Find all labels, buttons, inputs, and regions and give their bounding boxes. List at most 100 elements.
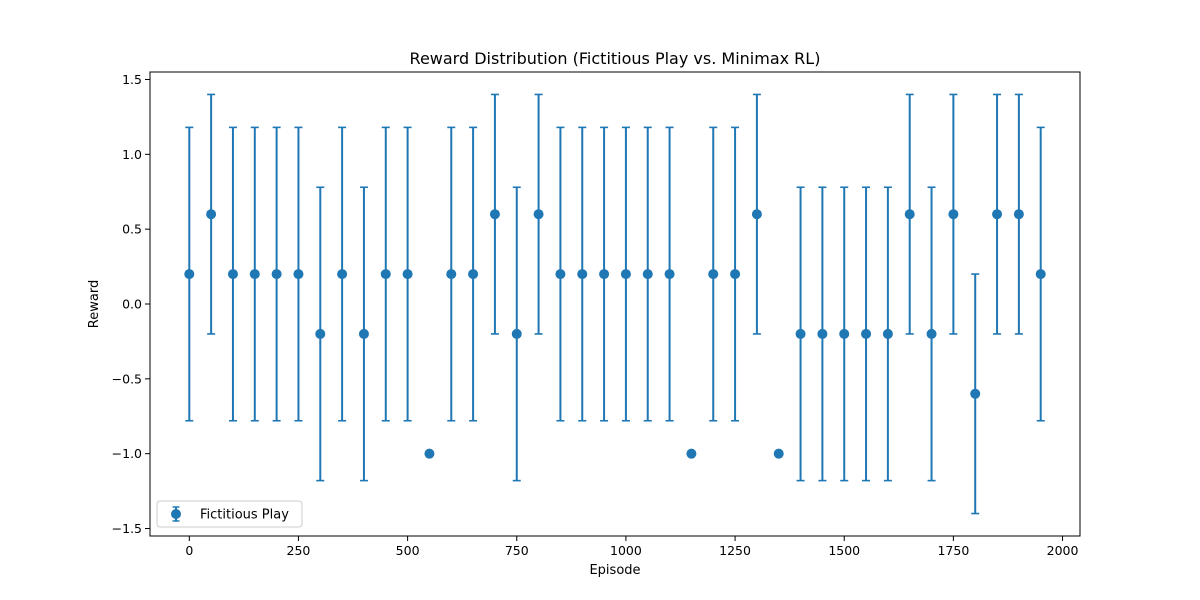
data-point-14 xyxy=(489,93,500,335)
point-marker xyxy=(424,448,435,459)
legend-box xyxy=(156,500,303,528)
data-point-26 xyxy=(751,93,762,335)
point-marker xyxy=(882,328,893,339)
point-marker xyxy=(620,269,631,280)
point-marker xyxy=(1013,209,1024,220)
point-marker xyxy=(315,328,326,339)
point-marker xyxy=(249,269,260,280)
point-marker xyxy=(926,328,937,339)
point-marker xyxy=(511,328,522,339)
y-axis-label: Reward xyxy=(87,280,102,328)
data-point-32 xyxy=(882,186,893,482)
x-tick-label: 0 xyxy=(185,543,193,558)
point-marker xyxy=(861,328,872,339)
data-point-17 xyxy=(555,126,566,422)
x-tick-label: 1000 xyxy=(610,543,642,558)
axes: 0 250 500 750 1000 1250 1500 1750 2000 −1.5 −1.0 −0… xyxy=(112,71,1081,558)
y-tick-label: −1.5 xyxy=(112,521,142,536)
legend-label: Fictitious Play xyxy=(200,508,289,523)
data-point-35 xyxy=(948,93,959,335)
data-point-5 xyxy=(293,126,304,422)
point-marker xyxy=(402,269,413,280)
point-marker xyxy=(358,328,369,339)
data-point-28 xyxy=(795,186,806,482)
point-marker xyxy=(708,269,719,280)
data-point-34 xyxy=(926,186,937,482)
x-axis-label: Episode xyxy=(589,563,640,578)
data-point-2 xyxy=(227,126,238,422)
point-marker xyxy=(468,269,479,280)
y-tick-label: −0.5 xyxy=(112,371,142,386)
data-point-16 xyxy=(533,93,544,335)
data-point-1 xyxy=(206,93,217,335)
data-point-39 xyxy=(1035,126,1046,422)
point-marker xyxy=(533,209,544,220)
point-marker xyxy=(751,209,762,220)
point-marker xyxy=(642,269,653,280)
point-marker xyxy=(555,269,566,280)
point-marker xyxy=(293,269,304,280)
point-marker xyxy=(446,269,457,280)
x-tick-label: 500 xyxy=(396,543,420,558)
point-marker xyxy=(686,448,697,459)
data-point-13 xyxy=(468,126,479,422)
point-marker xyxy=(1035,269,1046,280)
data-point-21 xyxy=(642,126,653,422)
data-point-31 xyxy=(861,186,872,482)
point-marker xyxy=(184,269,195,280)
data-point-7 xyxy=(337,126,348,422)
point-marker xyxy=(904,209,915,220)
point-marker xyxy=(489,209,500,220)
point-marker xyxy=(948,209,959,220)
point-marker xyxy=(817,328,828,339)
y-tick-label: −1.0 xyxy=(112,446,142,461)
legend-dot xyxy=(171,509,181,519)
y-tick-label: 0.5 xyxy=(122,222,142,237)
data-point-6 xyxy=(315,186,326,482)
data-point-25 xyxy=(730,126,741,422)
point-marker xyxy=(380,269,391,280)
y-tick-label: 1.5 xyxy=(122,72,142,87)
data-point-20 xyxy=(620,126,631,422)
data-point-8 xyxy=(358,186,369,482)
data-point-24 xyxy=(708,126,719,422)
data-point-3 xyxy=(249,126,260,422)
plot-area xyxy=(184,93,1046,515)
data-point-11 xyxy=(424,448,435,459)
point-marker xyxy=(773,448,784,459)
point-marker xyxy=(664,269,675,280)
point-marker xyxy=(206,209,217,220)
x-tick-label: 1250 xyxy=(719,543,751,558)
point-marker xyxy=(839,328,850,339)
data-point-30 xyxy=(839,186,850,482)
data-point-22 xyxy=(664,126,675,422)
data-point-18 xyxy=(577,126,588,422)
data-point-33 xyxy=(904,93,915,335)
legend: Fictitious Play xyxy=(156,500,303,528)
data-point-12 xyxy=(446,126,457,422)
point-marker xyxy=(337,269,348,280)
data-point-37 xyxy=(992,93,1003,335)
data-point-10 xyxy=(402,126,413,422)
data-point-0 xyxy=(184,126,195,422)
data-point-23 xyxy=(686,448,697,459)
chart-title: Reward Distribution (Fictitious Play vs.… xyxy=(410,49,821,68)
point-marker xyxy=(730,269,741,280)
point-marker xyxy=(227,269,238,280)
data-point-19 xyxy=(599,126,610,422)
point-marker xyxy=(992,209,1003,220)
y-tick-label: 1.0 xyxy=(122,147,142,162)
point-marker xyxy=(599,269,610,280)
data-point-4 xyxy=(271,126,282,422)
data-point-38 xyxy=(1013,93,1024,335)
x-tick-label: 1750 xyxy=(937,543,969,558)
x-tick-label: 250 xyxy=(287,543,311,558)
data-point-9 xyxy=(380,126,391,422)
data-point-15 xyxy=(511,186,522,482)
x-tick-label: 750 xyxy=(505,543,529,558)
point-marker xyxy=(970,388,981,399)
point-marker xyxy=(795,328,806,339)
data-point-29 xyxy=(817,186,828,482)
